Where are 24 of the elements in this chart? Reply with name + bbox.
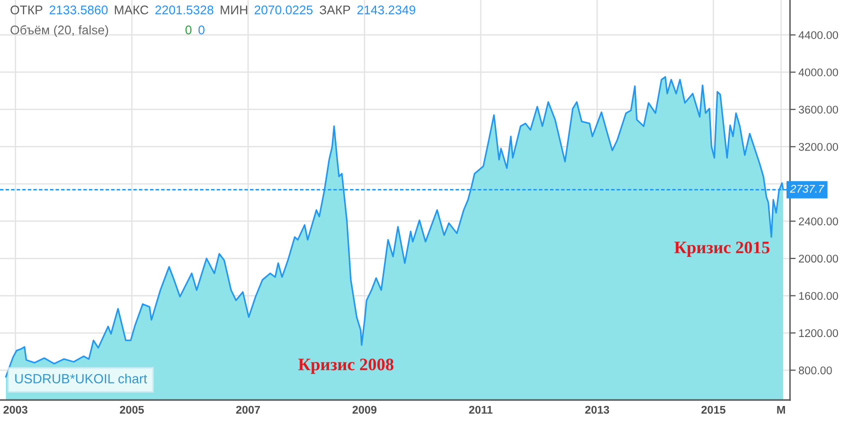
x-tick-label: 2005 [120, 406, 144, 414]
y-tick-label: 4400.00 [798, 31, 838, 40]
y-tick-label: 3200.00 [798, 142, 838, 151]
y-tick-label: 1200.00 [799, 329, 838, 338]
ref-line-label: 2737.7 [790, 184, 824, 193]
x-tick-label: 2003 [3, 406, 28, 414]
x-tick-label: 2015 [701, 406, 726, 414]
y-tick-label: 800.00 [798, 366, 832, 374]
x-tick-label: 2007 [236, 406, 260, 414]
y-tick-label: 1600.00 [799, 292, 838, 300]
annotation: Кризис 2015 [674, 242, 770, 257]
annotation: 0 0 [185, 26, 204, 34]
x-tick-label: 2013 [585, 406, 610, 414]
y-tick-label: 2400.00 [798, 217, 838, 226]
x-tick-label: 2011 [469, 406, 492, 414]
y-tick-label: 4000.00 [798, 68, 838, 76]
y-tick-label: 3600.00 [798, 106, 838, 114]
y-tick-label: 2000.00 [798, 254, 838, 263]
annotation: Кризис 2008 [298, 358, 394, 374]
annotation: ОТКР 2133.5860 МАКС 2201.5328 МИН 2070.0225 ЗАКР 2143.2349 [10, 6, 416, 14]
x-tick-label: 2009 [352, 406, 376, 414]
x-tick-label: M [777, 406, 785, 414]
annotation: USDRUB*UKOIL chart [15, 374, 148, 384]
annotation: Объём (20, false) [10, 25, 108, 37]
